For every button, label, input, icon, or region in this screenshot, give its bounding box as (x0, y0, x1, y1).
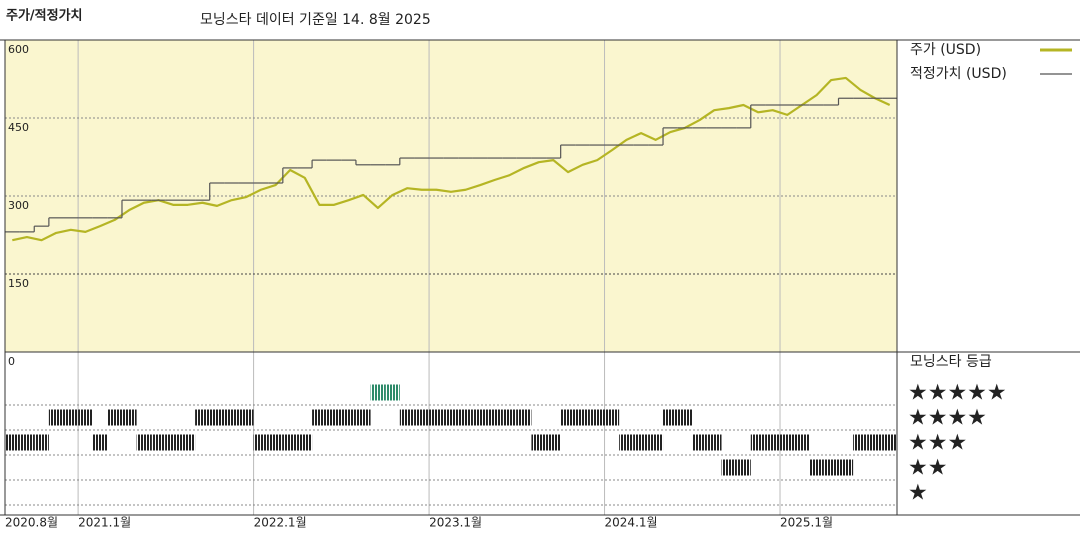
rating-bar (238, 409, 254, 426)
rating-label: ★★ (908, 456, 947, 481)
rating-bar (268, 434, 283, 451)
rating-bar (531, 434, 547, 451)
rating-bar (794, 434, 810, 451)
legend-label: 주가 (USD) (910, 42, 981, 58)
rating-bar (502, 409, 517, 426)
rating-bar (414, 409, 430, 426)
rating-bar (399, 409, 415, 426)
rating-bar (165, 434, 181, 451)
x-tick-label: 2021.1월 (78, 516, 131, 530)
rating-bar (721, 459, 737, 476)
y-tick-label: 600 (8, 43, 29, 56)
rating-label: ★★★★ (908, 406, 987, 431)
rating-bar (736, 459, 751, 476)
rating-bar (297, 434, 313, 451)
rating-bar (458, 409, 473, 426)
rating-bar (151, 434, 166, 451)
rating-bar (853, 434, 868, 451)
rating-bar (809, 459, 824, 476)
rating-bar (429, 409, 444, 426)
chart-title: 주가/적정가치 (6, 8, 83, 24)
rating-bar (780, 434, 795, 451)
rating-bar (341, 409, 356, 426)
rating-bar (312, 409, 327, 426)
rating-bar (604, 409, 620, 426)
rating-bar (750, 434, 766, 451)
legend-label: 적정가치 (USD) (910, 66, 1007, 82)
y-tick-label: 0 (8, 355, 15, 368)
rating-label: ★★★ (908, 431, 967, 456)
rating-bar (619, 434, 634, 451)
rating-bar (823, 459, 839, 476)
rating-bar (180, 434, 196, 451)
rating-bar (765, 434, 781, 451)
rating-bar (560, 409, 576, 426)
rating-bar (663, 409, 678, 426)
rating-bar (63, 409, 79, 426)
rating-bar (92, 434, 108, 451)
rating-bar (385, 384, 400, 401)
x-tick-label: 2024.1월 (605, 516, 658, 530)
rating-bar (355, 409, 371, 426)
chart-subtitle: 모닝스타 데이터 기준일 14. 8월 2025 (200, 12, 431, 28)
rating-bar (253, 434, 269, 451)
rating-label: ★★★★★ (908, 381, 1007, 406)
rating-bar (648, 434, 664, 451)
y-tick-label: 150 (8, 277, 29, 290)
rating-bar (121, 409, 137, 426)
x-tick-label: 2022.1월 (254, 516, 307, 530)
rating-bar (48, 409, 64, 426)
x-tick-label: 2023.1월 (429, 516, 482, 530)
rating-bar (838, 459, 854, 476)
rating-bar (706, 434, 722, 451)
rating-bar (472, 409, 488, 426)
rating-bar (326, 409, 342, 426)
rating-bar (136, 434, 152, 451)
rating-bar (282, 434, 298, 451)
rating-title: 모닝스타 등급 (910, 354, 992, 370)
rating-bar (443, 409, 459, 426)
rating-bar (575, 409, 590, 426)
rating-bar (78, 409, 93, 426)
x-tick-label: 2025.1월 (780, 516, 833, 530)
rating-bar (692, 434, 707, 451)
x-tick-label: 2020.8월 (5, 516, 58, 530)
rating-bar (107, 409, 122, 426)
rating-bar (5, 434, 20, 451)
rating-bar (209, 409, 225, 426)
rating-bar (34, 434, 49, 451)
y-tick-label: 300 (8, 199, 29, 212)
y-tick-label: 450 (8, 121, 29, 134)
rating-bar (516, 409, 532, 426)
rating-bar (19, 434, 35, 451)
rating-bar (224, 409, 239, 426)
rating-label: ★ (908, 481, 928, 506)
rating-bar (589, 409, 605, 426)
rating-bar (677, 409, 693, 426)
rating-bar (546, 434, 561, 451)
rating-bar (633, 434, 649, 451)
rating-bar (195, 409, 210, 426)
rating-bar (370, 384, 386, 401)
rating-bar (882, 434, 897, 451)
rating-bar (487, 409, 503, 426)
rating-bar (867, 434, 883, 451)
